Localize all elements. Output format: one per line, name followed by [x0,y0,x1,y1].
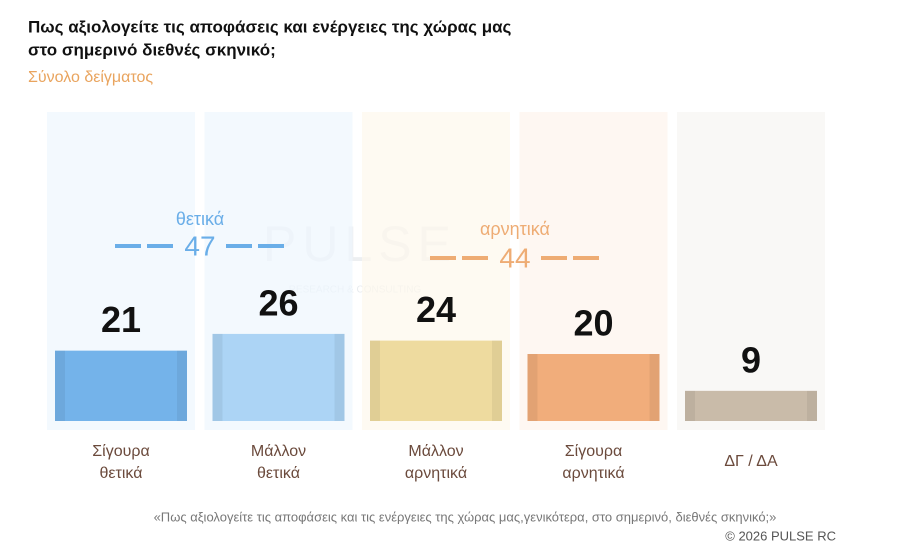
value-label: 26 [258,282,298,323]
group-label: θετικά [176,209,224,229]
bar-shade [55,350,65,421]
group-label: αρνητικά [480,219,550,239]
bar-shade [492,340,502,421]
bar-shade [370,340,380,421]
value-label: 21 [101,299,141,340]
bar-shade [685,390,695,421]
bar [212,333,345,421]
value-label: 20 [573,303,613,344]
column-panel [677,112,825,430]
bar-shade [527,354,538,421]
bar-shade [649,354,660,421]
chart-subtitle: Σύνολο δείγματος [28,69,153,86]
footer: «Πως αξιολογείτε τις αποφάσεις και τις ε… [154,509,777,524]
group-total: 44 [499,242,530,273]
x-tick-label: Σίγουρα θετικά [92,443,149,482]
bar-shade [334,333,345,421]
bar [370,340,502,421]
bar [685,390,817,421]
value-label: 9 [741,339,761,380]
x-tick-label: ΔΓ / ΔΑ [724,453,778,470]
chart-title: Πως αξιολογείτε τις αποφάσεις και ενέργε… [28,17,512,36]
bar-shade [177,350,187,421]
bar-shade [212,333,223,421]
bar [55,350,187,421]
watermark: RESEARCH & CONSULTING [289,285,422,296]
x-tick-label: Μάλλον θετικά [251,443,306,482]
x-tick-label: Μάλλον αρνητικά [405,443,467,482]
group-total: 47 [184,230,215,261]
x-tick-label: Σίγουρα αρνητικά [562,443,624,482]
value-label: 24 [416,289,456,330]
copyright: © 2026 PULSE RC [725,528,836,543]
chart-title: στο σημερινό διεθνές σκηνικό; [28,40,276,59]
bar [527,354,660,421]
bar-shade [807,390,817,421]
